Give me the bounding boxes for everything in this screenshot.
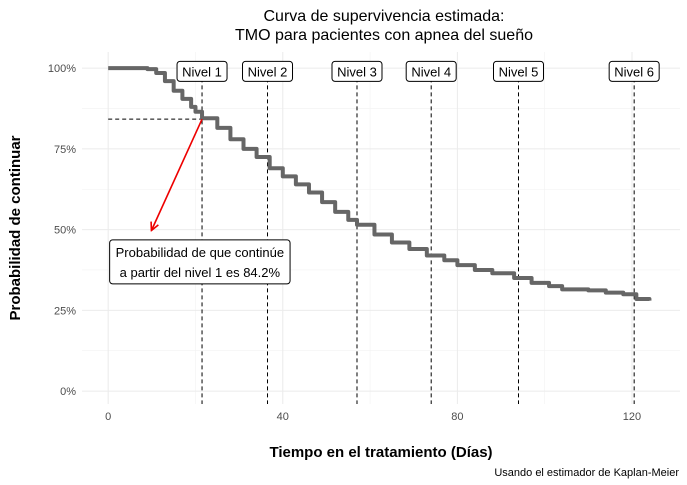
y-tick-label: 50% xyxy=(54,225,76,237)
annotation-box: Probabilidad de que continúe a partir de… xyxy=(109,239,291,285)
level-label-box xyxy=(492,60,544,82)
axis-ticks: 0 40 80 120 0% 25% 50% 75% 100% xyxy=(48,63,641,423)
x-tick-label: 80 xyxy=(451,411,463,423)
y-tick-label: 0% xyxy=(60,386,76,398)
grid xyxy=(82,52,680,404)
y-tick-label: 25% xyxy=(54,305,76,317)
annotation-arrow xyxy=(152,118,203,229)
x-tick-label: 0 xyxy=(105,411,111,423)
annotation-line-1: Probabilidad de que continúe xyxy=(116,245,284,260)
survival-curve xyxy=(108,66,652,302)
level-label-box xyxy=(331,60,383,82)
y-axis-title: Probabilidad de continuar xyxy=(7,135,24,320)
x-axis-title: Tiempo en el tratamiento (Días) xyxy=(269,444,492,461)
y-tick-label: 100% xyxy=(48,63,76,75)
level-label: Nivel 4 xyxy=(411,64,451,79)
level-label: Nivel 6 xyxy=(614,64,654,79)
y-tick-label: 75% xyxy=(54,144,76,156)
chart-title-line-2: TMO para pacientes con apnea del sueño xyxy=(235,27,533,44)
annotation-box-frame xyxy=(109,239,291,285)
level-label: Nivel 5 xyxy=(499,64,539,79)
level-label-box xyxy=(405,60,457,82)
level-label: Nivel 2 xyxy=(248,64,288,79)
level-markers: Nivel 1 Nivel 2 Nivel 3 Nivel 4 Nivel 5 Nivel… xyxy=(176,60,660,404)
chart-title-line-1: Curva de supervivencia estimada: xyxy=(263,8,504,25)
x-tick-label: 120 xyxy=(623,411,641,423)
level-label-box xyxy=(176,60,228,82)
level-label: Nivel 1 xyxy=(182,64,222,79)
level-label: Nivel 3 xyxy=(337,64,377,79)
chart-caption: Usando el estimador de Kaplan-Meier xyxy=(494,467,679,479)
level-label-box xyxy=(608,60,660,82)
x-tick-label: 40 xyxy=(277,411,289,423)
level-label-box xyxy=(242,60,294,82)
annotation-line-2: a partir del nivel 1 es 84.2% xyxy=(120,265,281,280)
